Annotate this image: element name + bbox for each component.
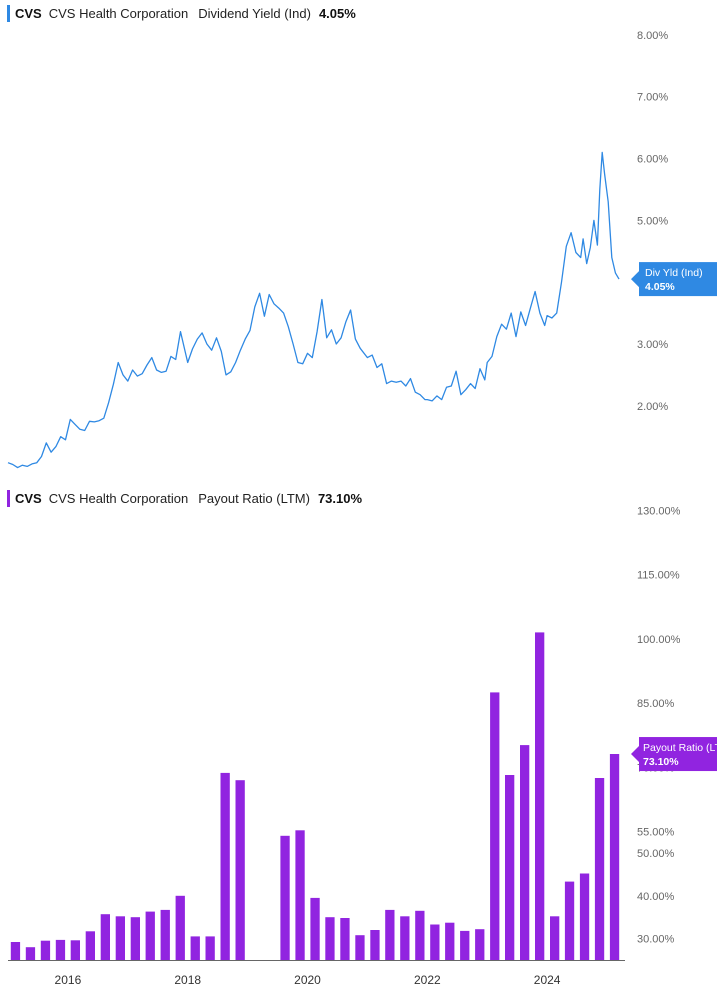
svg-text:2022: 2022 (414, 973, 441, 987)
company-name: CVS Health Corporation (49, 6, 188, 21)
svg-text:30.00%: 30.00% (637, 934, 675, 946)
svg-text:2016: 2016 (55, 973, 82, 987)
company-name: CVS Health Corporation (49, 491, 188, 506)
payout-ratio-chart: CVS CVS Health Corporation Payout Ratio … (0, 485, 717, 1005)
svg-text:85.00%: 85.00% (637, 698, 675, 710)
dividend-yield-chart: CVS CVS Health Corporation Dividend Yiel… (0, 0, 717, 485)
chart2-svg: 30.00%40.00%50.00%55.00%70.00%85.00%100.… (0, 485, 717, 1005)
svg-text:130.00%: 130.00% (637, 505, 681, 517)
ticker-color-bar (7, 5, 10, 22)
svg-text:2018: 2018 (174, 973, 201, 987)
svg-text:40.00%: 40.00% (637, 891, 675, 903)
svg-text:Div Yld (Ind): Div Yld (Ind) (645, 267, 703, 279)
metric-value: 4.05% (319, 6, 356, 21)
svg-text:73.10%: 73.10% (643, 756, 679, 768)
svg-text:5.00%: 5.00% (637, 215, 668, 227)
svg-text:6.00%: 6.00% (637, 154, 668, 166)
metric-name: Dividend Yield (Ind) (198, 6, 311, 21)
ticker-color-bar (7, 490, 10, 507)
svg-text:115.00%: 115.00% (637, 570, 680, 582)
svg-text:7.00%: 7.00% (637, 92, 668, 104)
svg-text:50.00%: 50.00% (637, 848, 675, 860)
svg-text:Payout Ratio (LTM): Payout Ratio (LTM) (643, 742, 717, 754)
svg-text:4.05%: 4.05% (645, 281, 675, 293)
svg-text:55.00%: 55.00% (637, 827, 675, 839)
ticker-symbol: CVS (15, 491, 42, 506)
svg-text:100.00%: 100.00% (637, 634, 681, 646)
chart1-svg: 2.00%3.00%4.00%5.00%6.00%7.00%8.00%Div Y… (0, 0, 717, 485)
ticker-symbol: CVS (15, 6, 42, 21)
svg-text:2024: 2024 (534, 973, 561, 987)
svg-text:8.00%: 8.00% (637, 30, 668, 42)
chart1-header: CVS CVS Health Corporation Dividend Yiel… (3, 3, 360, 24)
svg-text:3.00%: 3.00% (637, 339, 668, 351)
svg-text:2020: 2020 (294, 973, 321, 987)
metric-value: 73.10% (318, 491, 362, 506)
svg-text:2.00%: 2.00% (637, 401, 668, 413)
metric-name: Payout Ratio (LTM) (198, 491, 310, 506)
chart2-header: CVS CVS Health Corporation Payout Ratio … (3, 488, 366, 509)
